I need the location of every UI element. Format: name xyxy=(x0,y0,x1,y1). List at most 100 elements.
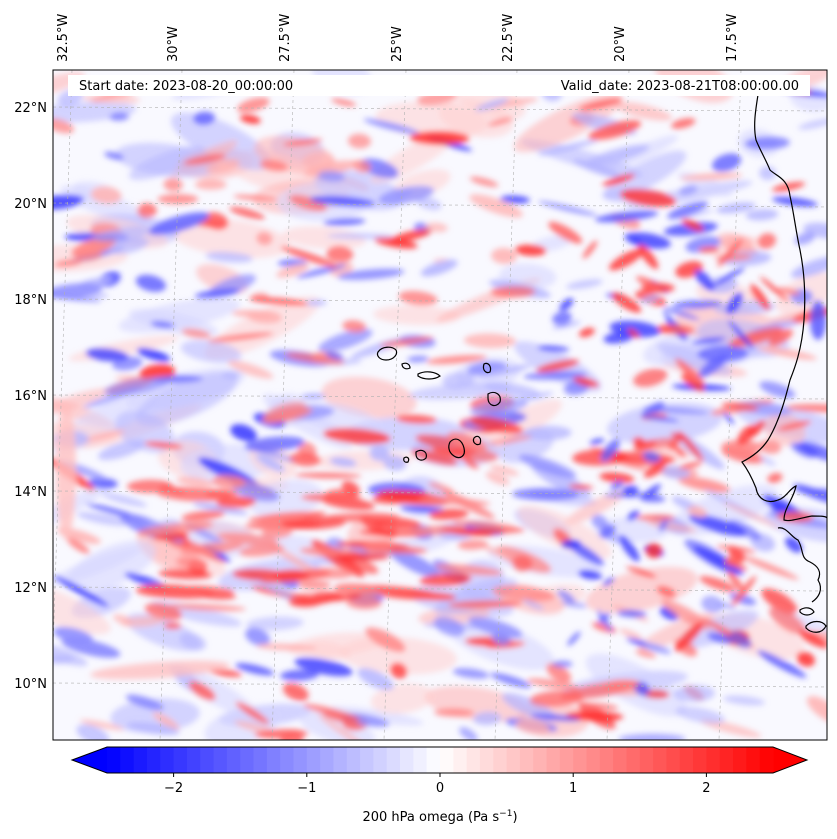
meridian-line xyxy=(606,70,630,740)
colorbar-swatch xyxy=(719,747,734,773)
map-frame xyxy=(52,69,828,741)
omega-field xyxy=(53,70,827,740)
colorbar-swatch xyxy=(493,747,508,773)
colorbar-swatch xyxy=(253,747,268,773)
header-background xyxy=(68,75,810,96)
latitude-label: 20°N xyxy=(14,197,47,212)
latitude-label: 16°N xyxy=(14,389,47,404)
longitude-label: 20°W xyxy=(613,26,628,62)
colorbar-swatch xyxy=(320,747,335,773)
colorbar-swatch xyxy=(479,747,494,773)
colorbar-swatch xyxy=(373,747,388,773)
colorbar-swatch xyxy=(186,747,201,773)
colorbar-swatch xyxy=(240,747,255,773)
colorbar-swatch xyxy=(519,747,534,773)
colorbar-swatch xyxy=(613,747,628,773)
omega-contours xyxy=(53,70,827,740)
colorbar-swatch xyxy=(599,747,614,773)
colorbar-swatch xyxy=(440,747,454,773)
start-date-label: Start date: 2023-08-20_00:00:00 xyxy=(79,79,293,94)
bijagos-islands xyxy=(799,607,827,633)
colorbar-swatch xyxy=(160,747,175,773)
colorbar-swatch xyxy=(360,747,374,773)
longitude-label: 32.5°W xyxy=(56,14,71,62)
colorbar-label-main: 200 hPa omega (Pa s xyxy=(362,810,499,825)
colorbar-label: 200 hPa omega (Pa s−1) xyxy=(362,809,517,825)
latitude-label: 14°N xyxy=(14,485,47,500)
graticule xyxy=(53,70,827,740)
colorbar-swatch xyxy=(573,747,588,773)
colorbar-swatch xyxy=(626,747,641,773)
colorbar-swatch xyxy=(693,747,707,773)
colorbar-swatch xyxy=(733,747,747,773)
colorbar-swatch xyxy=(173,747,188,773)
colorbar-label-exponent: −1 xyxy=(499,809,512,819)
maio-island xyxy=(472,435,482,446)
colorbar-swatch xyxy=(133,747,148,773)
colorbar-swatch xyxy=(386,747,401,773)
colorbar-swatches xyxy=(107,747,774,773)
brava-island xyxy=(403,456,410,463)
latitude-label: 12°N xyxy=(14,581,47,596)
colorbar-swatch xyxy=(666,747,681,773)
colorbar-swatch xyxy=(559,747,574,773)
longitude-label: 25°W xyxy=(390,26,405,62)
colorbar-swatch xyxy=(759,747,774,773)
santiago-island xyxy=(448,438,465,459)
colorbar-swatch xyxy=(146,747,161,773)
colorbar-swatch xyxy=(333,747,348,773)
colorbar-swatch xyxy=(533,747,548,773)
colorbar-swatch xyxy=(426,747,441,773)
guinea-bissau-coast xyxy=(777,527,822,603)
colorbar-swatch xyxy=(213,747,228,773)
colorbar-outline xyxy=(70,746,809,774)
colorbar-swatch xyxy=(586,747,601,773)
colorbar-swatch xyxy=(107,747,121,773)
colorbar-swatch xyxy=(466,747,481,773)
meridian-line xyxy=(494,70,518,740)
longitude-label: 27.5°W xyxy=(278,14,293,62)
sal-island xyxy=(482,362,492,374)
latitude-labels: 22°N 20°N 18°N 16°N 14°N 12°N 10°N xyxy=(14,101,47,692)
longitude-label: 17.5°W xyxy=(725,14,740,62)
latitude-label: 18°N xyxy=(14,293,47,308)
colorbar-swatch xyxy=(506,747,521,773)
colorbar-swatch xyxy=(653,747,668,773)
longitude-label: 22.5°W xyxy=(501,14,516,62)
latitude-label: 22°N xyxy=(14,101,47,116)
meridian-line xyxy=(53,70,73,658)
colorbar-swatch xyxy=(746,747,761,773)
colorbar-swatch xyxy=(453,747,468,773)
colorbar-swatch xyxy=(679,747,694,773)
colorbar-swatch xyxy=(200,747,215,773)
colorbar-tick-label: 0 xyxy=(436,781,444,796)
colorbar-swatch xyxy=(413,747,428,773)
colorbar-swatch xyxy=(226,747,241,773)
colorbar-extend-max xyxy=(773,747,807,773)
colorbar-swatch xyxy=(639,747,654,773)
latitude-label: 10°N xyxy=(14,677,47,692)
santo-antao-island xyxy=(376,346,398,361)
colorbar-swatch xyxy=(293,747,308,773)
boa-vista-island xyxy=(487,391,501,407)
colorbar-tick-label: −2 xyxy=(164,781,183,796)
meridian-line xyxy=(159,70,183,740)
colorbar-tick-label: 2 xyxy=(702,781,710,796)
colorbar-tick-label: 1 xyxy=(569,781,577,796)
meridian-line xyxy=(383,70,407,740)
cape-verde-islands xyxy=(376,346,501,463)
longitude-label: 30°W xyxy=(166,26,181,62)
sao-vicente-island xyxy=(401,362,411,370)
meridian-line xyxy=(718,70,742,740)
colorbar-swatch xyxy=(306,747,321,773)
colorbar-swatch xyxy=(546,747,561,773)
colorbar-swatch xyxy=(266,747,281,773)
colorbar-swatch xyxy=(400,747,414,773)
africa-coastline xyxy=(741,79,827,522)
colorbar-label-close: ) xyxy=(512,810,517,825)
colorbar-tick-label: −1 xyxy=(297,781,316,796)
coastlines xyxy=(741,79,827,633)
colorbar-extend-min xyxy=(72,747,107,773)
fogo-island xyxy=(415,449,427,461)
